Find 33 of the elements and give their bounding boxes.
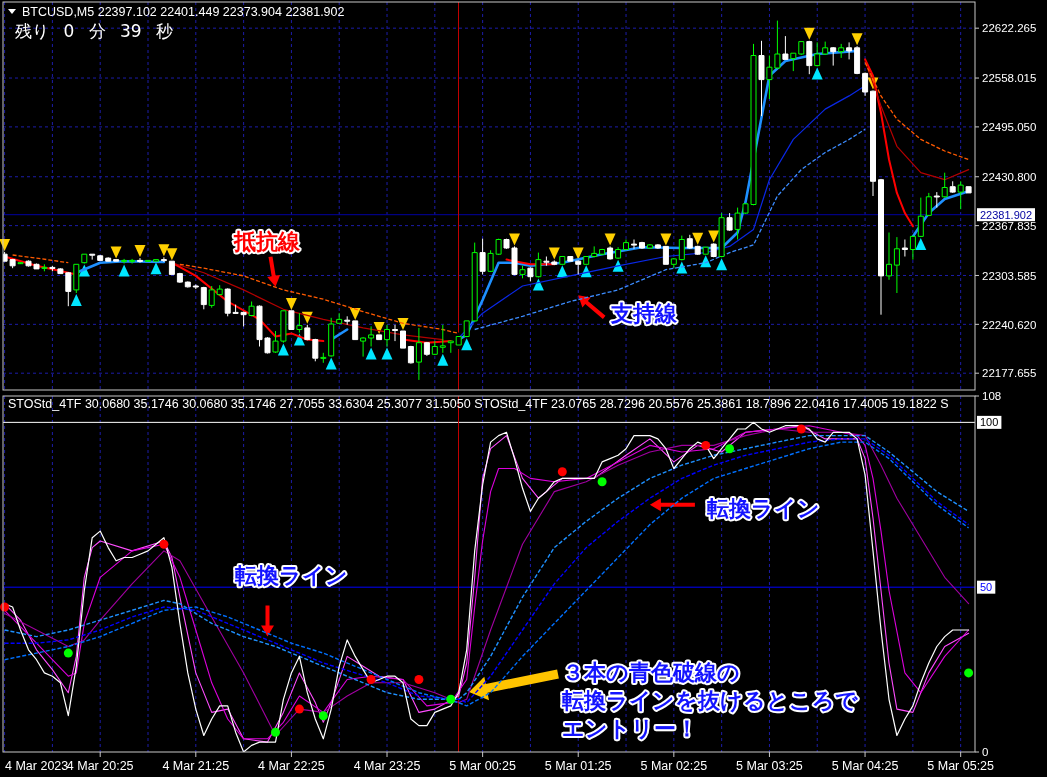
y-tick-label: 22622.265	[982, 22, 1037, 35]
x-tick-label: 5 Mar 03:25	[736, 759, 803, 773]
ref-line-label: 100	[980, 416, 999, 429]
chart-title: BTCUSD,M5 22397.102 22401.449 22373.904 22381.902	[22, 5, 345, 19]
y-tick-label: 22558.015	[982, 72, 1037, 85]
ref-line-label: 22381.902	[980, 208, 1032, 221]
annotation: 支持線	[610, 301, 679, 327]
annotation: ３本の青色破線の	[562, 660, 740, 685]
annotation: 抵抗線	[232, 228, 301, 254]
x-tick-label: 4 Mar 23:25	[353, 759, 421, 773]
annotation: エントリー！	[562, 716, 698, 741]
y-tick-label: 22430.800	[982, 170, 1037, 183]
y-tick-label: 0	[982, 746, 989, 759]
annotation: 転換ライン	[235, 562, 348, 588]
y-tick-label: 22367.835	[982, 219, 1037, 232]
x-tick-label: 4 Mar 21:25	[162, 759, 230, 773]
y-tick-label: 108	[982, 390, 1002, 403]
text: 残り 0 分 39 秒	[15, 21, 174, 41]
x-tick-label: 5 Mar 02:25	[640, 759, 708, 773]
y-tick-label: 22240.620	[982, 318, 1037, 331]
x-tick-label: 5 Mar 04:25	[831, 759, 899, 773]
x-tick-label: 4 Mar 22:25	[258, 759, 325, 773]
y-tick-label: 22177.655	[982, 367, 1037, 380]
y-tick-label: 22303.585	[982, 269, 1037, 282]
y-tick-label: 22495.050	[982, 121, 1037, 134]
x-tick-label: 5 Mar 05:25	[927, 759, 995, 773]
x-tick-label: 5 Mar 00:25	[449, 759, 517, 773]
text: 4 Mar 2023	[5, 759, 69, 773]
annotation: 転換ライン	[706, 495, 820, 521]
ref-line-label: 50	[980, 581, 993, 594]
annotation: 転換ラインを抜けるところで	[562, 688, 858, 713]
x-tick-label: 4 Mar 20:25	[66, 759, 134, 773]
x-tick-label: 5 Mar 01:25	[544, 759, 612, 773]
